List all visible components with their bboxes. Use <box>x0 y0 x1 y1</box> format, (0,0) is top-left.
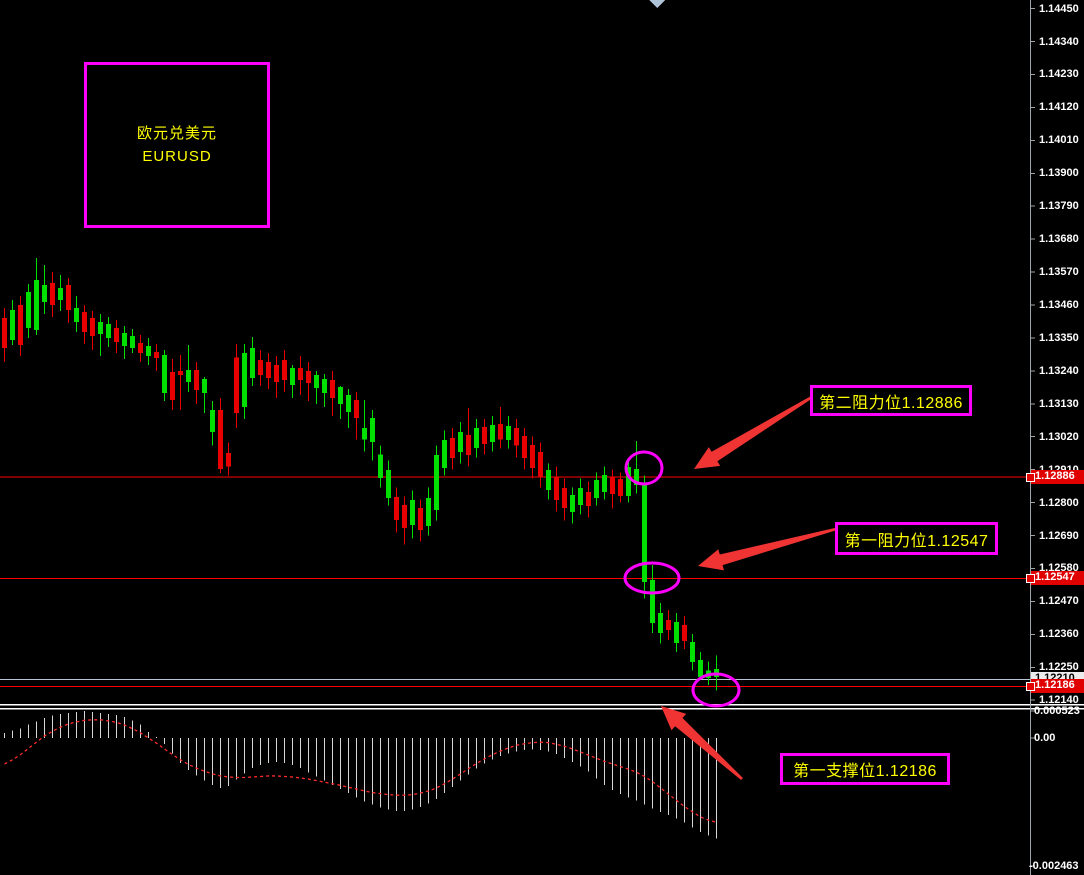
symbol-name-cn: 欧元兑美元 <box>136 125 217 142</box>
annotation-support-1-label: 第一支撑位1.12186 <box>793 763 937 780</box>
annotation-resistance-2[interactable]: 第二阻力位1.12886 <box>810 385 972 416</box>
pointer-arrow <box>698 527 837 571</box>
axis-ticks <box>1030 8 1035 867</box>
oscillator-histogram <box>4 710 717 839</box>
annotation-support-1[interactable]: 第一支撑位1.12186 <box>780 753 950 785</box>
support-resistance-lines <box>0 476 1030 687</box>
annotation-resistance-2-label: 第二阻力位1.12886 <box>819 394 963 412</box>
highlight-ellipses <box>623 450 741 708</box>
panel-separator <box>0 708 1084 710</box>
candlestick-series <box>2 257 719 691</box>
annotation-resistance-1-label: 第一阻力位1.12547 <box>844 532 989 550</box>
panel-separator <box>0 704 1084 706</box>
pointer-arrows <box>661 395 837 780</box>
top-scroll-marker <box>649 0 665 8</box>
oscillator-signal-line <box>4 719 717 823</box>
symbol-name: EURUSD <box>142 148 212 165</box>
annotation-resistance-1[interactable]: 第一阻力位1.12547 <box>835 522 998 555</box>
highlight-ellipse <box>624 450 664 486</box>
pointer-arrow <box>694 395 813 469</box>
pointer-arrow <box>661 706 743 780</box>
highlight-ellipse <box>623 561 681 595</box>
highlight-ellipse <box>691 672 741 708</box>
symbol-label-box[interactable]: 欧元兑美元 EURUSD <box>84 62 270 228</box>
